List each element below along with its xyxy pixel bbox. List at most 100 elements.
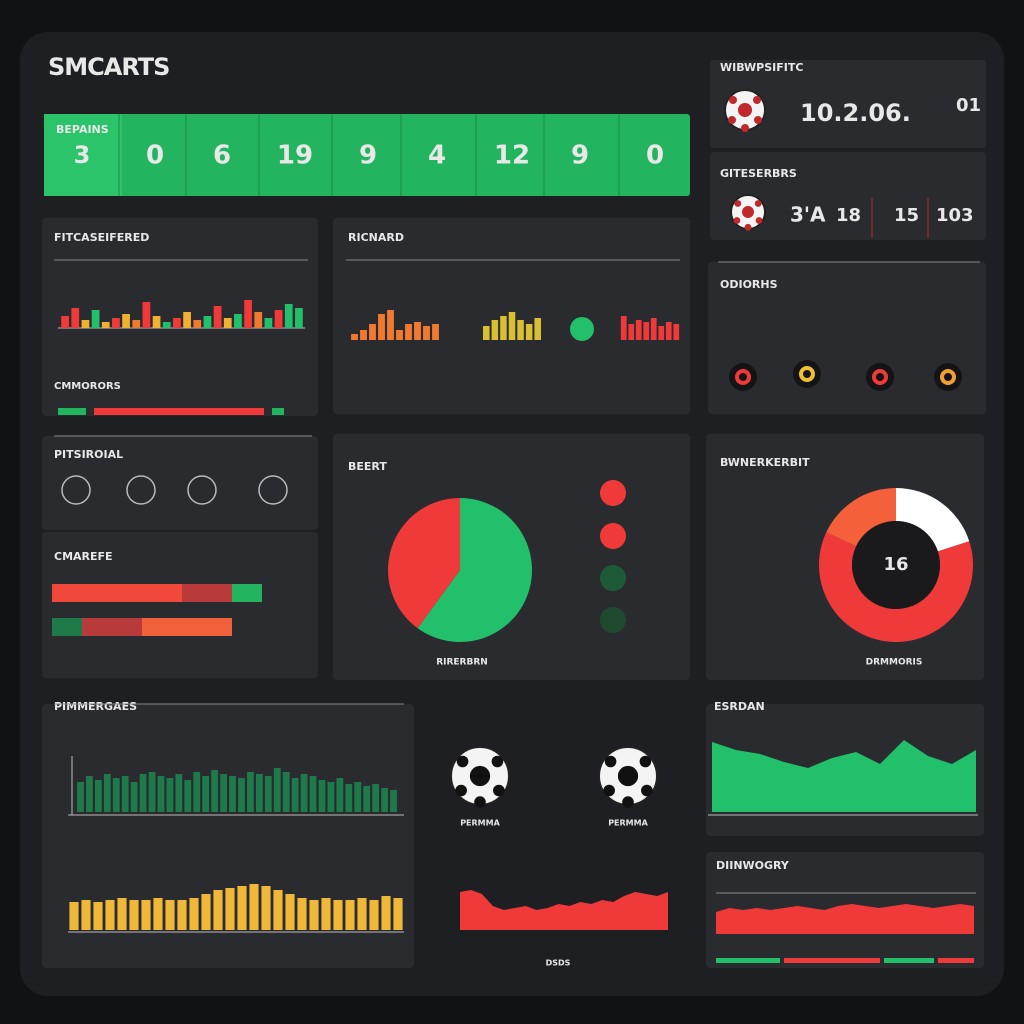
ball-patch — [641, 784, 653, 797]
bar — [255, 774, 263, 812]
bar — [142, 302, 151, 328]
pie-slice — [388, 498, 460, 629]
segment — [82, 618, 142, 636]
bar — [81, 320, 90, 328]
bar — [162, 322, 171, 328]
label: 3'A — [790, 203, 826, 227]
label: GITESERBRS — [720, 167, 797, 180]
bar — [396, 330, 403, 340]
ball-patch — [755, 217, 763, 224]
bar — [491, 320, 499, 340]
bar — [300, 774, 308, 812]
ball-patch — [474, 796, 486, 808]
bar — [189, 898, 199, 930]
ball-patch — [753, 96, 761, 104]
bar — [173, 318, 181, 328]
bar — [177, 900, 187, 930]
label: 0 — [646, 141, 664, 171]
bar — [291, 778, 299, 812]
label: 0 — [146, 141, 164, 171]
progress-green — [716, 958, 780, 963]
bar — [132, 320, 141, 328]
segment — [52, 618, 82, 636]
bar — [393, 898, 403, 930]
bar — [378, 314, 385, 340]
bar — [318, 780, 326, 812]
label: PITSIROIAL — [54, 448, 123, 461]
bar — [381, 896, 391, 930]
bar — [130, 782, 138, 812]
bar — [71, 308, 80, 328]
donut-slice — [826, 488, 896, 547]
label: 9 — [571, 141, 589, 171]
bar — [165, 900, 175, 930]
bar — [508, 312, 516, 340]
progress-red — [784, 958, 880, 963]
segment — [182, 584, 232, 602]
bar — [284, 304, 293, 328]
bar — [129, 900, 139, 930]
bar — [86, 776, 93, 812]
bar — [225, 888, 235, 930]
ball-patch — [742, 206, 754, 218]
label: RICNARD — [348, 231, 404, 244]
ball-patch — [617, 765, 639, 787]
label: 3 — [74, 141, 91, 169]
panel — [42, 218, 318, 416]
segment — [142, 618, 232, 636]
bar — [345, 900, 355, 930]
ball-patch — [622, 796, 634, 808]
bar — [381, 788, 388, 812]
bar — [223, 318, 232, 328]
bar — [229, 776, 236, 812]
ring — [934, 363, 962, 391]
ball-patch — [493, 784, 505, 797]
label: BEERT — [348, 460, 387, 473]
bar — [360, 330, 367, 340]
ball-patch — [744, 223, 752, 231]
pie-slice — [417, 498, 533, 642]
bar — [297, 898, 307, 930]
donut-hole — [852, 521, 940, 609]
ball-patch — [733, 217, 741, 224]
bar — [285, 894, 295, 930]
area — [712, 740, 976, 812]
bar — [369, 324, 376, 340]
bar — [77, 782, 84, 812]
bar — [483, 326, 490, 340]
label: 15 — [894, 205, 919, 226]
bar — [157, 776, 165, 812]
bar — [148, 772, 156, 812]
progress-red — [938, 958, 974, 963]
icon — [187, 475, 217, 505]
ball-patch — [491, 755, 504, 768]
progress-green — [58, 408, 86, 415]
bar — [414, 322, 421, 340]
kpi-first — [44, 114, 122, 196]
icon — [61, 475, 91, 505]
legend-dot — [600, 523, 626, 549]
bar — [500, 316, 507, 340]
bar — [673, 324, 680, 340]
legend-dot — [600, 480, 626, 506]
bar — [166, 778, 174, 812]
ring — [866, 363, 894, 391]
bar — [93, 902, 103, 930]
bar — [69, 902, 79, 930]
label: PERMMA — [460, 819, 500, 828]
ball-patch — [729, 96, 737, 104]
icon — [126, 475, 156, 505]
ball-patch — [754, 200, 762, 207]
donut-slice — [819, 532, 974, 643]
bar — [309, 900, 319, 930]
bar — [121, 776, 129, 812]
label: 18 — [836, 205, 861, 226]
bar — [234, 314, 242, 328]
label: PERMMA — [608, 819, 648, 828]
ball-patch — [728, 116, 736, 124]
ball-patch — [603, 784, 615, 797]
panel — [710, 60, 986, 148]
bar — [193, 320, 202, 328]
label: ESRDAN — [714, 700, 765, 713]
